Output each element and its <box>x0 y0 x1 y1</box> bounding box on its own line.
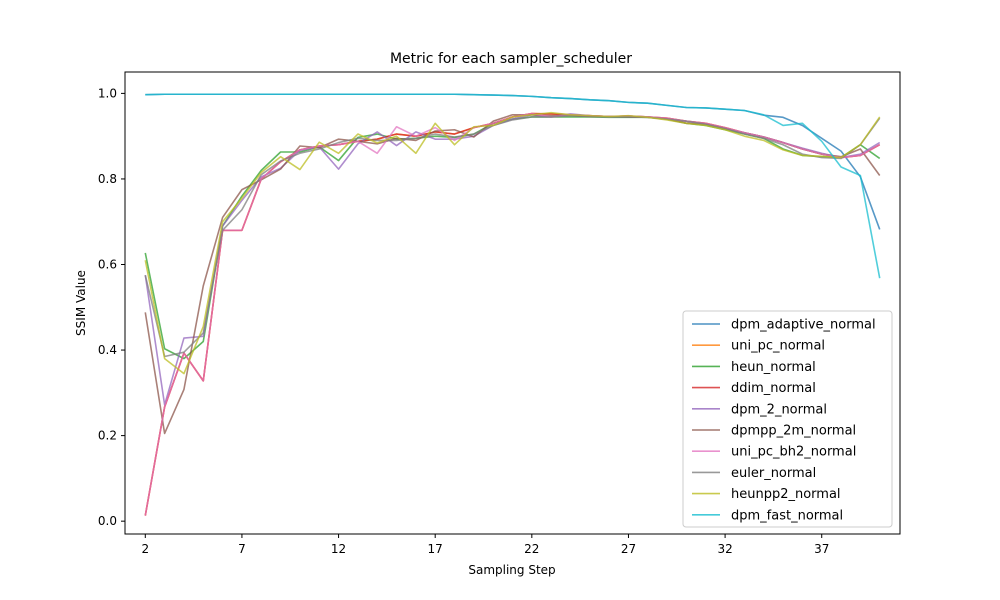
x-tick-label: 37 <box>814 542 829 556</box>
y-axis-label: SSIM Value <box>74 270 88 336</box>
x-axis-ticks: 2 7 12 17 22 27 32 37 <box>141 534 829 556</box>
legend-items: dpm_adaptive_normal uni_pc_normal heun_nor… <box>692 318 876 523</box>
x-tick-label: 17 <box>428 542 443 556</box>
plot-frame <box>124 71 901 535</box>
y-tick-label: 0.8 <box>98 172 117 186</box>
y-tick-label: 0.2 <box>98 429 117 443</box>
y-axis-ticks: 0.0 0.2 0.4 0.6 0.8 1.0 <box>98 86 125 528</box>
legend-label-heun_normal: heun_normal <box>731 360 816 375</box>
y-tick-label: 0.4 <box>98 343 117 357</box>
y-tick-label: 0.0 <box>98 514 117 528</box>
series-line-dpm_fast_normal <box>145 93 881 279</box>
legend-label-dpmpp_2m_normal: dpmpp_2m_normal <box>731 424 856 439</box>
legend-label-dpm_2_normal: dpm_2_normal <box>731 402 827 417</box>
x-tick-label: 2 <box>141 542 149 556</box>
x-tick-label: 12 <box>331 542 346 556</box>
legend-label-heunpp2_normal: heunpp2_normal <box>731 487 841 502</box>
legend-label-euler_normal: euler_normal <box>731 466 816 481</box>
y-tick-label: 0.6 <box>98 258 117 272</box>
x-axis-label: Sampling Step <box>468 563 555 577</box>
y-tick-label: 1.0 <box>98 86 117 100</box>
series-line-heunpp2_normal <box>144 111 881 375</box>
x-tick-label: 32 <box>717 542 732 556</box>
legend-label-uni_pc_normal: uni_pc_normal <box>731 339 825 354</box>
chart-title: Metric for each sampler_scheduler <box>390 51 632 67</box>
x-tick-label: 27 <box>621 542 636 556</box>
series-line-euler_normal <box>144 114 881 358</box>
x-tick-label: 7 <box>238 542 246 556</box>
legend-label-dpm_fast_normal: dpm_fast_normal <box>731 508 843 523</box>
legend-label-uni_pc_bh2_normal: uni_pc_bh2_normal <box>731 445 856 460</box>
legend-box <box>682 310 893 528</box>
legend-label-dpm_adaptive_normal: dpm_adaptive_normal <box>731 318 876 333</box>
legend: dpm_adaptive_normal uni_pc_normal heun_nor… <box>682 310 893 528</box>
x-tick-label: 22 <box>524 542 539 556</box>
series-layer <box>144 93 881 516</box>
legend-label-ddim_normal: ddim_normal <box>731 381 816 396</box>
